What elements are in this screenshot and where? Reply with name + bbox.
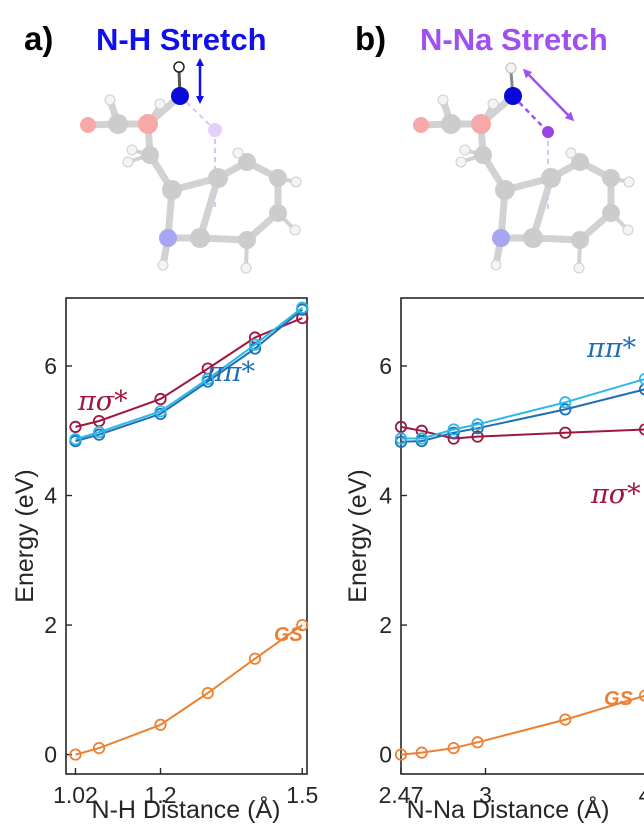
plot-b-point-pipi-light-2: [447, 423, 460, 436]
plot-a-ytick-label-0: 0: [44, 742, 57, 768]
plot-a-ytick-label-2: 4: [44, 483, 57, 509]
plot-a-xtick-label-2: 1.5: [286, 782, 318, 808]
plot-a-pipi-label: ππ*: [205, 357, 255, 388]
plot-a-point-gs-4: [248, 652, 262, 665]
plot-a-point-pipi-light-0: [69, 433, 82, 446]
molecule-nna-stretch-illustration: [413, 62, 635, 274]
plot-b-point-gs-4: [559, 713, 572, 726]
plot-b-series-pipi-light: [401, 378, 644, 440]
plot-b-xtick-label-2: 4: [639, 782, 644, 808]
plot-b-gs-label: GS: [604, 688, 634, 710]
plot-b-ylabel: Energy (eV): [344, 469, 372, 602]
plot-b-ytick-label-1: 2: [379, 612, 392, 638]
plot-b-point-pipi-light-1: [415, 432, 428, 445]
panel-b-letter: b): [355, 20, 386, 57]
plot-b-frame: [400, 297, 644, 775]
plot-a-ytick-label-3: 6: [44, 353, 57, 379]
plot-b-point-gs-3: [471, 736, 484, 749]
plot-b-point-pipi-light-5: [638, 372, 644, 385]
plot-a-series: [69, 301, 309, 761]
panel-a-title: N-H Stretch: [96, 22, 267, 57]
plot-b-point-gs-2: [447, 741, 460, 755]
plot-b-xlabel: N-Na Distance (Å): [407, 794, 610, 824]
plot-b-point-pisigma-5: [638, 423, 644, 436]
plot-b-xtick-label-1: 3: [479, 782, 492, 808]
plot-a-point-gs-5: [296, 618, 309, 632]
plot-a-frame: [65, 297, 308, 775]
plot-a: 0 2 4 6 1.02 1.2 1.5 Energy (eV) N-H Distance …: [11, 297, 318, 824]
plot-b-ytick-label-2: 4: [379, 483, 392, 509]
plot-b-point-gs-0: [394, 748, 408, 761]
plot-a-xlabel: N-H Distance (Å): [92, 794, 281, 824]
plot-a-point-gs-0: [69, 748, 82, 761]
plot-a-point-pipi-light-4: [248, 338, 262, 351]
plot-a-point-gs-2: [154, 718, 167, 731]
plot-b-point-pipi-dark-0: [394, 435, 408, 448]
plot-a-point-gs-3: [201, 686, 214, 700]
plot-b-pipi-label: ππ*: [586, 333, 636, 364]
plot-b-series: [394, 372, 644, 761]
panel-a-letter: a): [24, 20, 53, 57]
plot-b-point-pipi-dark-2: [447, 426, 460, 439]
plot-b-point-gs-1: [415, 746, 428, 759]
plot-b-point-pipi-dark-5: [638, 383, 644, 396]
plot-a-point-pipi-light-2: [154, 405, 167, 418]
plot-b-ytick-label-0: 0: [379, 742, 392, 768]
plot-a-point-pipi-light-5: [296, 301, 309, 314]
plot-a-point-pisigma-0: [69, 420, 82, 433]
plot-b-point-pipi-dark-4: [559, 403, 572, 416]
plot-b-xtick-label-0: 2.47: [379, 782, 424, 808]
plot-a-series-gs: [75, 624, 303, 756]
plot-a-point-pisigma-2: [154, 392, 167, 406]
plot-a-xtick-label-0: 1.02: [53, 782, 98, 808]
plot-b-point-pipi-light-3: [471, 418, 484, 431]
plot-b-ytick-label-3: 6: [379, 353, 392, 379]
panel-b-title: N-Na Stretch: [420, 22, 608, 57]
plot-a-gs-label: GS: [274, 624, 304, 646]
plot-b-series-pisigma: [400, 425, 644, 440]
plot-a-pisigma-label: πσ*: [77, 386, 128, 417]
plot-a-xtick-label-1: 1.2: [145, 782, 177, 808]
plot-a-ylabel: Energy (eV): [11, 469, 39, 602]
plot-b-ticks: 0 2 4 6 2.47 3 4: [379, 353, 644, 808]
plot-a-series-pipi-dark: [75, 308, 303, 443]
molecule-nh-stretch-illustration: [80, 58, 302, 274]
plot-b-point-gs-5: [638, 689, 644, 702]
plot-b-pisigma-label: πσ*: [590, 479, 641, 510]
plot-a-series-pipi-light: [75, 306, 303, 441]
plot-a-point-gs-1: [92, 741, 106, 755]
plot-a-ytick-label-1: 2: [44, 612, 57, 638]
plot-b-point-pisigma-4: [559, 426, 572, 439]
plot-a-point-pipi-light-3: [201, 372, 214, 386]
plot-a-ticks: 0 2 4 6 1.02 1.2 1.5: [44, 353, 318, 808]
plot-b-point-pipi-light-0: [394, 432, 408, 445]
plot-a-series-pisigma: [75, 317, 303, 428]
plot-b-point-pisigma-3: [471, 430, 484, 443]
plot-b-point-pipi-dark-3: [471, 422, 484, 435]
plot-b-point-pisigma-0: [394, 420, 408, 433]
plot-a-point-pipi-light-1: [92, 425, 106, 439]
plot-b-point-pipi-light-4: [559, 396, 572, 409]
plot-b-series-gs: [400, 694, 644, 756]
plot-b: 0 2 4 6 2.47 3 4 Energy (eV) N-Na Distance (Å)…: [344, 297, 644, 824]
